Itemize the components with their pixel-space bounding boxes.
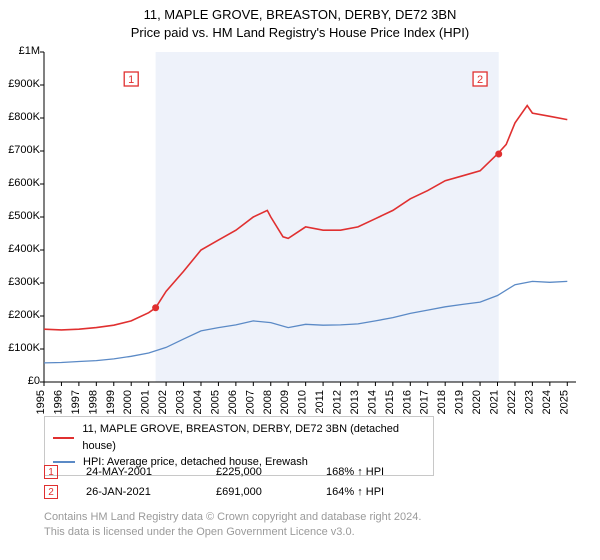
chart-svg: 1995199619971998199920002001200220032004…: [44, 52, 592, 406]
y-tick-label: £700K: [8, 144, 40, 156]
title-block: 11, MAPLE GROVE, BREASTON, DERBY, DE72 3…: [0, 0, 600, 41]
svg-text:1999: 1999: [105, 390, 117, 414]
y-tick-label: £1M: [19, 45, 40, 57]
y-tick-label: £900K: [8, 78, 40, 90]
chart-area: 1995199619971998199920002001200220032004…: [44, 52, 592, 406]
svg-text:2016: 2016: [401, 390, 413, 414]
y-tick-label: £200K: [8, 309, 40, 321]
svg-text:2018: 2018: [436, 390, 448, 414]
y-tick-label: £600K: [8, 177, 40, 189]
svg-text:2025: 2025: [558, 390, 570, 414]
transaction-marker-icon: 2: [44, 485, 58, 499]
transaction-marker-icon: 1: [44, 465, 58, 479]
title-address: 11, MAPLE GROVE, BREASTON, DERBY, DE72 3…: [0, 6, 600, 24]
svg-text:2014: 2014: [366, 390, 378, 414]
svg-text:1: 1: [128, 74, 134, 86]
svg-text:2002: 2002: [157, 390, 169, 414]
svg-text:2000: 2000: [122, 390, 134, 414]
svg-text:2005: 2005: [209, 390, 221, 414]
y-tick-label: £300K: [8, 276, 40, 288]
footer-line2: This data is licensed under the Open Gov…: [44, 525, 421, 540]
transaction-pct: 168% ↑ HPI: [326, 466, 446, 478]
svg-text:2007: 2007: [244, 390, 256, 414]
legend-label-1: 11, MAPLE GROVE, BREASTON, DERBY, DE72 3…: [82, 421, 425, 454]
svg-text:1997: 1997: [70, 390, 82, 414]
legend-swatch-1: [53, 437, 74, 439]
svg-text:2019: 2019: [454, 390, 466, 414]
svg-text:2024: 2024: [541, 390, 553, 414]
transaction-row: 1 24-MAY-2001 £225,000 168% ↑ HPI: [44, 462, 446, 482]
y-tick-label: £500K: [8, 210, 40, 222]
transactions-table: 1 24-MAY-2001 £225,000 168% ↑ HPI 2 26-J…: [44, 462, 446, 502]
footer-attribution: Contains HM Land Registry data © Crown c…: [44, 510, 421, 540]
legend-row: 11, MAPLE GROVE, BREASTON, DERBY, DE72 3…: [53, 421, 425, 454]
svg-text:2003: 2003: [175, 390, 187, 414]
footer-line1: Contains HM Land Registry data © Crown c…: [44, 510, 421, 525]
svg-text:2009: 2009: [279, 390, 291, 414]
svg-text:2021: 2021: [489, 390, 501, 414]
svg-text:2015: 2015: [384, 390, 396, 414]
svg-text:2017: 2017: [419, 390, 431, 414]
y-tick-label: £100K: [8, 342, 40, 354]
title-subtitle: Price paid vs. HM Land Registry's House …: [0, 24, 600, 42]
svg-text:2012: 2012: [332, 390, 344, 414]
svg-text:2013: 2013: [349, 390, 361, 414]
svg-text:2001: 2001: [140, 390, 152, 414]
chart-container: 11, MAPLE GROVE, BREASTON, DERBY, DE72 3…: [0, 0, 600, 560]
svg-text:2010: 2010: [297, 390, 309, 414]
transaction-row: 2 26-JAN-2021 £691,000 164% ↑ HPI: [44, 482, 446, 502]
svg-text:2004: 2004: [192, 390, 204, 414]
svg-text:2022: 2022: [506, 390, 518, 414]
y-tick-label: £800K: [8, 111, 40, 123]
transaction-pct: 164% ↑ HPI: [326, 486, 446, 498]
svg-text:2008: 2008: [262, 390, 274, 414]
svg-text:1996: 1996: [52, 390, 64, 414]
transaction-price: £691,000: [216, 486, 326, 498]
svg-text:1998: 1998: [87, 390, 99, 414]
y-tick-label: £400K: [8, 243, 40, 255]
svg-text:2020: 2020: [471, 390, 483, 414]
transaction-date: 24-MAY-2001: [86, 466, 216, 478]
svg-text:2: 2: [477, 74, 483, 86]
svg-text:2006: 2006: [227, 390, 239, 414]
svg-text:1995: 1995: [35, 390, 47, 414]
svg-text:2011: 2011: [314, 390, 326, 414]
y-tick-label: £0: [28, 375, 40, 387]
transaction-price: £225,000: [216, 466, 326, 478]
transaction-date: 26-JAN-2021: [86, 486, 216, 498]
svg-text:2023: 2023: [523, 390, 535, 414]
